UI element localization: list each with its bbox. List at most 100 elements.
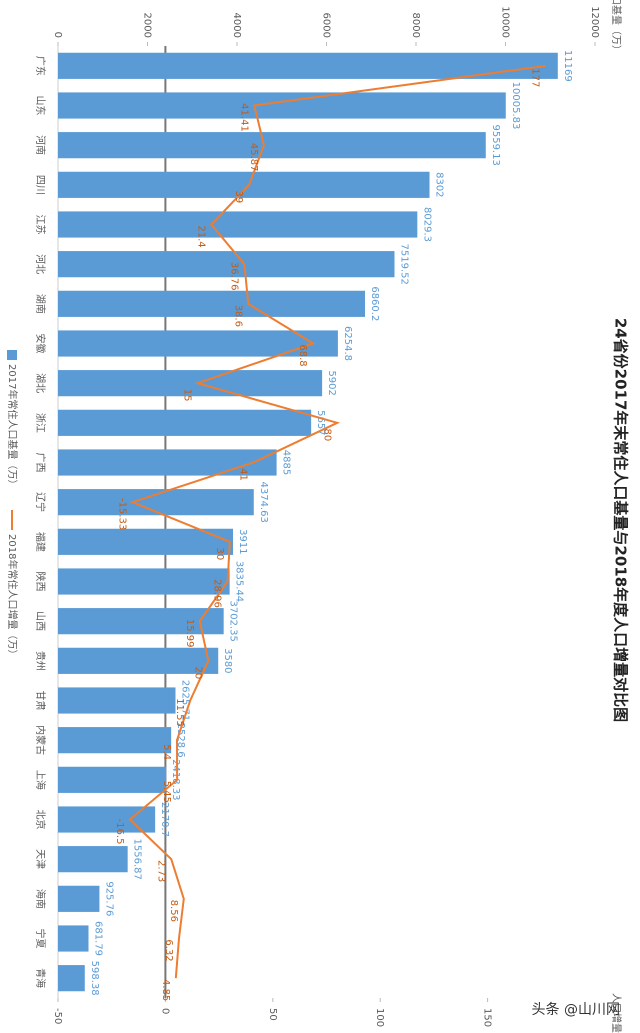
bar <box>58 925 89 952</box>
x-tick-label: 河北 <box>34 254 46 274</box>
x-tick-label: 陕西 <box>34 572 47 592</box>
line-value-label: 4.85 <box>160 979 171 1001</box>
line-value-label: 68.8 <box>297 344 308 366</box>
line-value-label: 177 <box>530 68 541 87</box>
bar <box>57 489 254 516</box>
legend-label: 2017年常住人口基量（万） <box>6 364 19 489</box>
bar <box>57 568 230 595</box>
bar-value-label: 5657 <box>315 410 326 435</box>
y2-tick-label: 100 <box>374 1008 385 1027</box>
bar <box>58 806 156 833</box>
bar-value-label: 3911 <box>237 529 248 554</box>
x-tick-label: 广西 <box>34 453 46 473</box>
x-tick-label: 浙江 <box>34 413 46 433</box>
x-tick-label: 江苏 <box>34 215 47 235</box>
bar <box>58 290 365 317</box>
bar <box>58 409 312 436</box>
bar-value-label: 2625.71 <box>180 680 191 721</box>
x-tick-label: 北京 <box>34 810 47 830</box>
x-tick-label: 内蒙古 <box>34 725 47 755</box>
bar <box>58 171 430 198</box>
bar-value-label: 1556.87 <box>132 838 143 879</box>
bar-value-label: 9559.13 <box>490 124 501 165</box>
x-tick-label: 海南 <box>34 889 47 909</box>
line-value-label: 41.41 <box>238 103 249 132</box>
bar-value-label: 2170.7 <box>159 802 170 837</box>
bar-value-label: 2528.6 <box>175 723 186 758</box>
line-value-label: 36.76 <box>228 262 239 291</box>
line-value-label: -16.5 <box>114 819 125 845</box>
x-tick-label: 山西 <box>34 611 46 631</box>
bar <box>58 727 172 754</box>
rotated-chart: 24省份2017年末常住人口基量与2018年度人口增量对比图 人口基量（万） 人… <box>6 0 630 1033</box>
bar-value-label: 8029.3 <box>421 207 432 242</box>
y-tick-label: 2000 <box>142 13 153 38</box>
line-series <box>128 64 546 979</box>
x-tick-label: 湖北 <box>34 373 46 393</box>
line-value-label: 45.87 <box>248 143 259 172</box>
bar-value-label: 6254.8 <box>342 326 353 361</box>
y2-tick-label: 50 <box>267 1008 278 1021</box>
bar <box>57 647 219 674</box>
bar-value-label: 11169 <box>562 50 573 82</box>
bar <box>58 608 224 635</box>
y2-axis-title: 人口增量 <box>610 993 623 1033</box>
bar-value-label: 6860.2 <box>369 286 380 321</box>
bar-value-label: 7519.52 <box>398 243 409 284</box>
line-value-label: 41 <box>237 468 248 481</box>
bar <box>57 251 395 278</box>
x-tick-label: 安徽 <box>34 334 47 354</box>
line-value-label: 80 <box>321 428 332 441</box>
line-value-label: 30 <box>214 547 225 560</box>
y2-tick-label: 0 <box>159 1008 170 1014</box>
line-value-label: -15.33 <box>116 498 127 530</box>
line-value-label: 39 <box>233 190 244 203</box>
x-tick-label: 青海 <box>34 968 47 988</box>
line-value-label: 21.4 <box>195 225 206 247</box>
bar <box>57 846 128 873</box>
x-tick-label: 天津 <box>34 849 46 869</box>
line-value-label: 5.4 <box>161 744 172 760</box>
x-tick-label: 四川 <box>34 175 45 195</box>
bar <box>58 52 558 79</box>
line-value-label: 15.99 <box>184 619 195 648</box>
x-tick-label: 宁夏 <box>34 929 47 949</box>
y-tick-label: 10000 <box>500 6 511 38</box>
line-value-label: 28.96 <box>212 579 223 608</box>
bar-value-label: 598.38 <box>89 961 100 996</box>
bar-value-label: 4374.63 <box>258 481 269 522</box>
legend-swatch <box>7 350 17 360</box>
y-tick-label: 0 <box>52 32 63 38</box>
line-value-label: 5.45 <box>161 781 172 803</box>
x-tick-label: 福建 <box>34 532 47 552</box>
line-value-label: 11.55 <box>174 698 185 727</box>
bar-value-label: 3835.44 <box>234 561 245 602</box>
bar <box>58 766 167 793</box>
y-tick-label: 4000 <box>231 13 242 38</box>
x-tick-label: 辽宁 <box>34 492 47 512</box>
bar <box>58 370 323 397</box>
bar-value-label: 3580 <box>222 648 233 673</box>
x-tick-label: 河南 <box>34 135 47 155</box>
bar <box>58 687 176 714</box>
line-value-label: 6.32 <box>163 939 174 961</box>
bar-value-label: 3702.35 <box>228 600 239 641</box>
bar <box>58 965 85 992</box>
y-axis-title: 人口基量（万） <box>610 0 623 55</box>
bar <box>58 92 506 119</box>
line-value-label: 15 <box>182 389 193 402</box>
bar-value-label: 925.76 <box>103 881 114 916</box>
legend-label: 2018年常住人口增量（万） <box>6 534 19 659</box>
x-tick-label: 甘肃 <box>34 691 47 711</box>
x-tick-label: 贵州 <box>34 651 47 671</box>
bar-value-label: 8302 <box>434 172 445 197</box>
x-tick-label: 上海 <box>34 770 47 790</box>
line-value-label: 2.73 <box>155 860 166 882</box>
bar <box>57 885 100 912</box>
bar <box>58 449 277 476</box>
chart-title: 24省份2017年末常住人口基量与2018年度人口增量对比图 <box>612 318 630 722</box>
x-tick-label: 湖南 <box>34 294 47 314</box>
x-tick-label: 广东 <box>34 56 47 76</box>
